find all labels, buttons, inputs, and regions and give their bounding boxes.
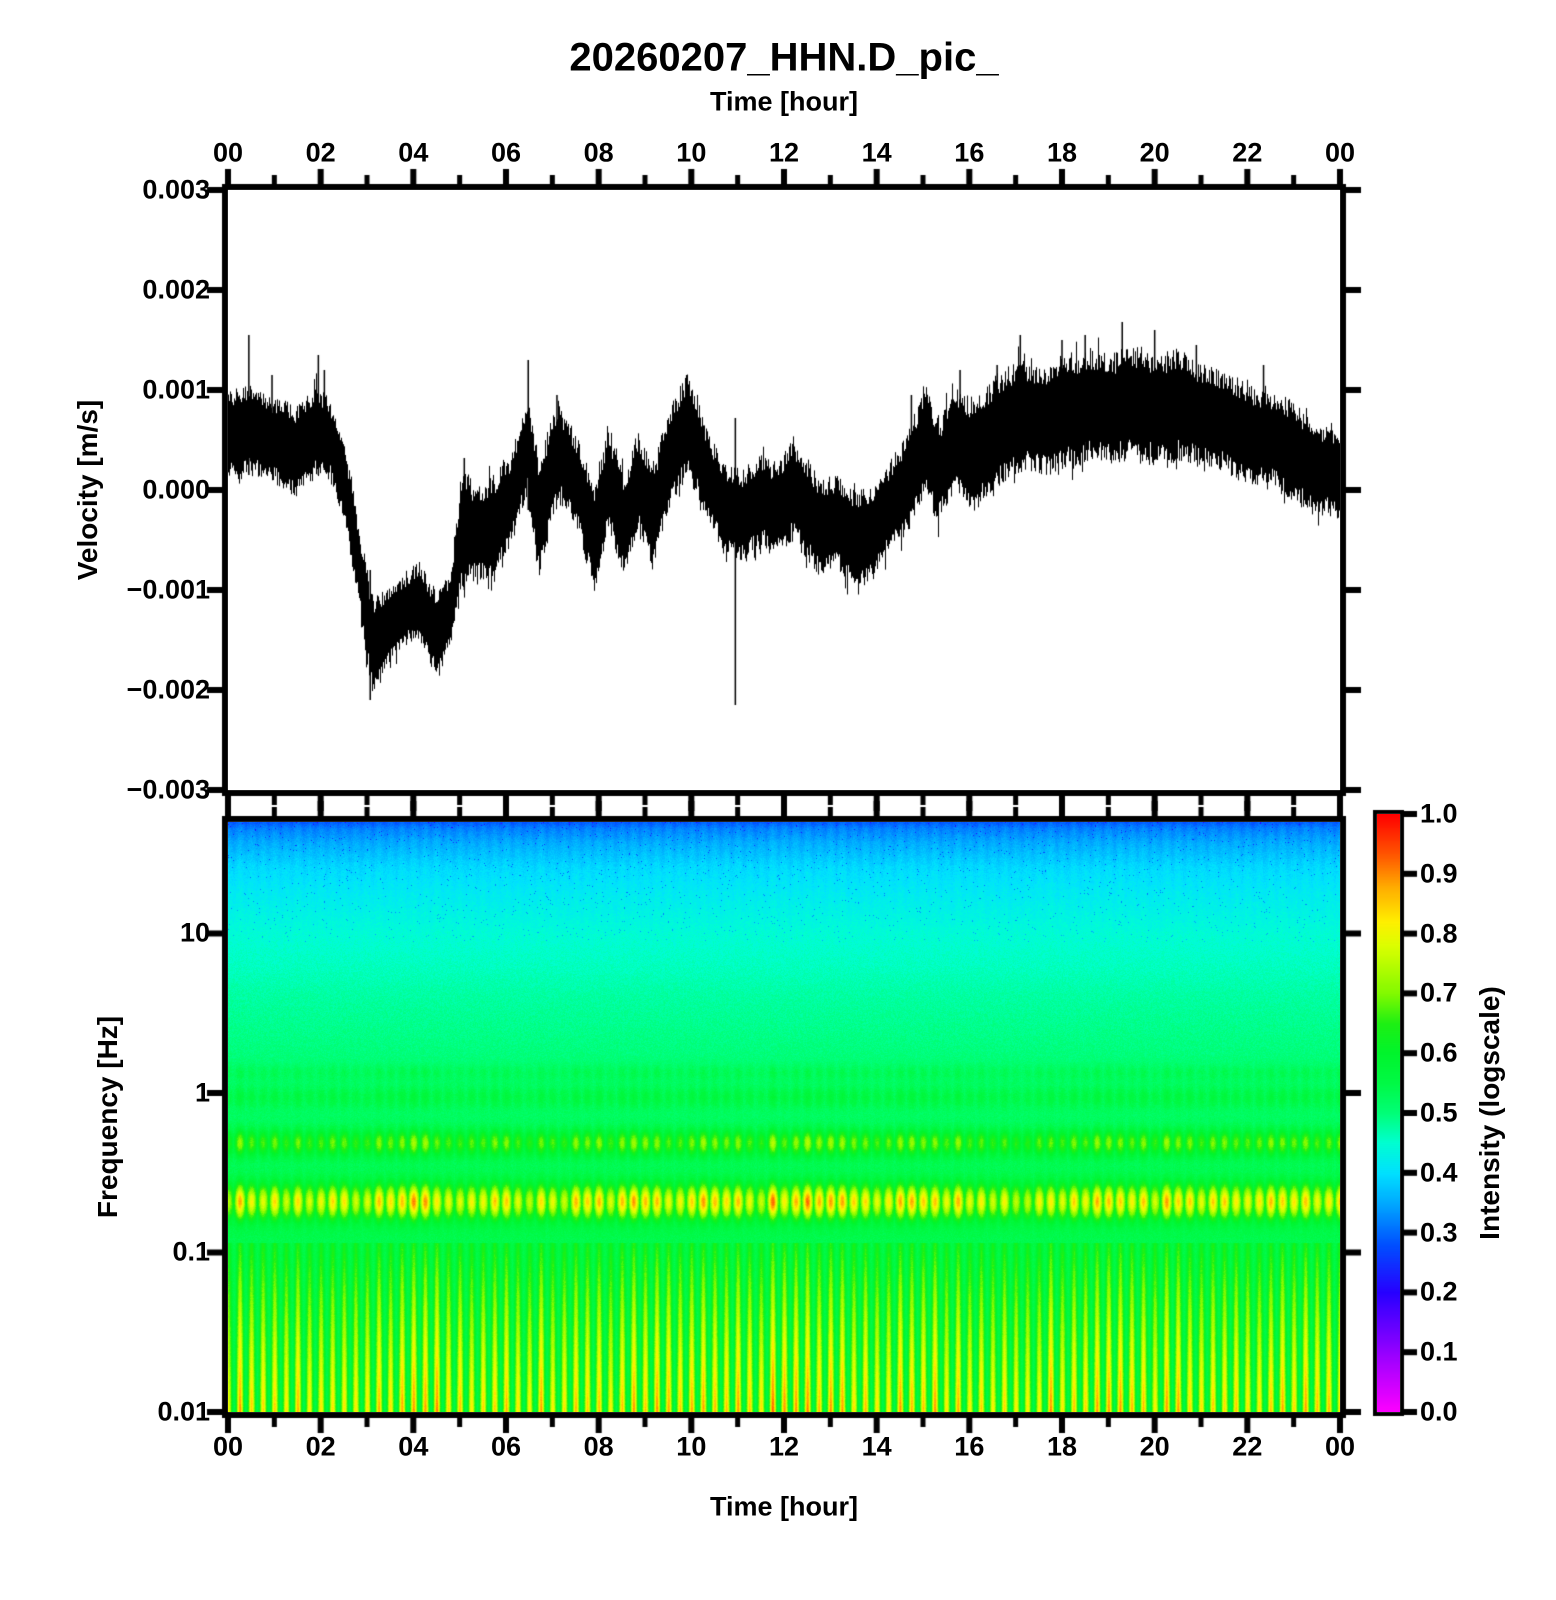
top-xtick-label: 08 [583,137,614,168]
velocity-ytick-label: 0.000 [142,474,210,505]
bottom-xtick-label: 04 [398,1431,429,1462]
top-xtick-label: 10 [676,137,707,168]
colorbar-tick-label: 0.8 [1420,918,1458,949]
colorbar-tick-label: 0.3 [1420,1217,1458,1248]
spectrogram-plot-area [228,822,1340,1412]
velocity-ytick-label: −0.002 [126,674,210,705]
velocity-ytick-label: 0.003 [142,174,210,205]
bottom-xtick-label: 20 [1139,1431,1170,1462]
frequency-ytick-label: 0.1 [172,1236,210,1267]
top-xtick-label: 22 [1232,137,1263,168]
bottom-xtick-label: 00 [212,1431,244,1462]
top-xtick-label: 00 [212,137,244,168]
colorbar-tick-label: 0.1 [1420,1336,1458,1367]
top-xtick-label: 06 [490,137,522,168]
top-xtick-label: 12 [768,137,800,168]
colorbar-tick-label: 1.0 [1420,798,1458,829]
velocity-ytick-label: −0.001 [126,574,210,605]
bottom-xtick-label: 02 [305,1431,336,1462]
bottom-xtick-label: 06 [490,1431,522,1462]
colorbar-tick-label: 0.9 [1420,858,1458,889]
frequency-ytick-label: 10 [179,917,210,948]
colorbar-tick-label: 0.0 [1420,1396,1458,1427]
bottom-xtick-label: 10 [676,1431,707,1462]
bottom-time-axis-label: Time [hour] [710,1491,858,1522]
bottom-xtick-label: 12 [768,1431,800,1462]
bottom-xtick-label: 00 [1324,1431,1356,1462]
velocity-ytick-label: −0.003 [126,774,210,805]
top-xtick-label: 04 [398,137,429,168]
colorbar-tick-label: 0.4 [1420,1157,1458,1188]
colorbar-tick-label: 0.6 [1420,1037,1458,1068]
bottom-xtick-label: 16 [954,1431,985,1462]
waveform-plot-area [228,190,1340,790]
velocity-ytick-label: 0.002 [142,274,210,305]
bottom-xtick-label: 22 [1232,1431,1263,1462]
colorbar-gradient [1377,814,1400,1412]
top-xtick-label: 14 [861,137,892,168]
colorbar-tick-label: 0.7 [1420,977,1458,1008]
bottom-xtick-label: 18 [1046,1431,1078,1462]
colorbar-tick-label: 0.5 [1420,1097,1458,1128]
bottom-xtick-label: 14 [861,1431,892,1462]
velocity-ytick-label: 0.001 [142,374,210,405]
top-xtick-label: 02 [305,137,336,168]
frequency-axis-label: Frequency [Hz] [92,1015,123,1219]
intensity-axis-label: Intensity (logscale) [1474,986,1505,1240]
top-xtick-label: 00 [1324,137,1356,168]
frequency-ytick-label: 0.01 [157,1396,210,1427]
colorbar-tick-label: 0.2 [1420,1276,1458,1307]
top-xtick-label: 16 [954,137,985,168]
top-xtick-label: 18 [1046,137,1078,168]
top-xtick-label: 20 [1139,137,1170,168]
frequency-ytick-label: 1 [194,1077,210,1108]
bottom-xtick-label: 08 [583,1431,614,1462]
velocity-axis-label: Velocity [m/s] [72,399,103,581]
